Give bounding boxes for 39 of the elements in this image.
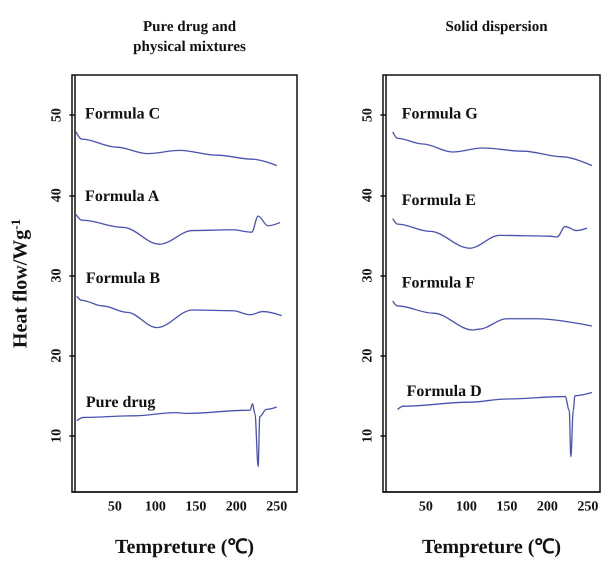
series-label: Formula A (85, 188, 160, 206)
y-tick-label: 20 (360, 348, 376, 363)
series-label: Formula E (402, 192, 476, 210)
x-tick-label: 200 (226, 500, 247, 514)
chart-title: Pure drug and physical mixtures (133, 19, 246, 55)
x-axis-title: Tempreture (℃) (422, 536, 562, 558)
series-label: Formula F (402, 274, 476, 292)
x-tick-label: 250 (266, 500, 288, 514)
line-series (75, 131, 278, 166)
line-series (392, 300, 593, 331)
x-tick-label: 250 (577, 500, 598, 514)
y-tick-label: 10 (50, 428, 64, 443)
y-tick-label: 40 (50, 188, 64, 202)
series-label: Formula G (402, 105, 478, 122)
y-axis-title: Heat flow/Wg-1 (8, 218, 32, 348)
series-label: Formula B (86, 270, 160, 287)
y-tick-label: 30 (50, 268, 64, 282)
line-series (76, 296, 282, 328)
y-tick-label: 50 (50, 108, 64, 122)
x-tick-label: 100 (456, 500, 477, 514)
x-tick-label: 150 (185, 500, 206, 514)
y-tick-label: 50 (360, 108, 376, 122)
y-tick-label: 10 (360, 428, 376, 443)
x-tick-label: 50 (418, 500, 433, 514)
line-series (75, 214, 281, 245)
x-axis-title: Tempreture (℃) (114, 536, 254, 558)
x-tick-label: 200 (536, 500, 558, 514)
x-tick-label: 150 (496, 500, 518, 514)
series-label: Formula D (406, 382, 482, 400)
series-label: Formula C (85, 105, 160, 122)
x-tick-label: 50 (108, 500, 122, 514)
y-tick-label: 40 (360, 188, 376, 202)
series-label: Pure drug (86, 394, 156, 412)
y-tick-label: 20 (50, 348, 64, 363)
line-series (392, 131, 593, 166)
y-tick-label: 30 (360, 268, 376, 282)
chart-title: Solid dispersion (445, 19, 548, 35)
line-series (392, 218, 588, 249)
x-tick-label: 100 (144, 500, 166, 514)
